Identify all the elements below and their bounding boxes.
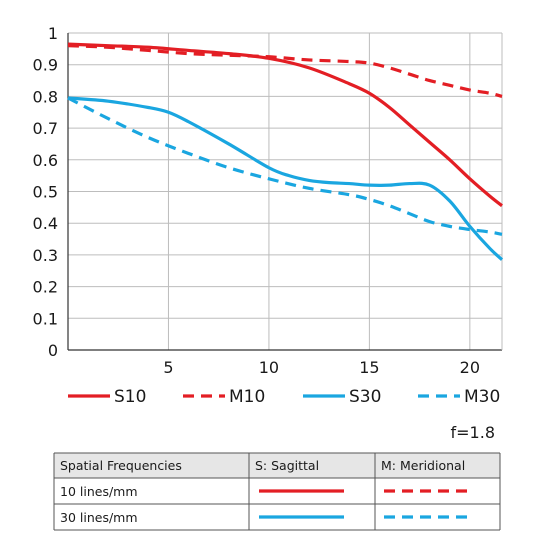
table-header-cell: M: Meridional xyxy=(381,458,465,473)
y-tick-label: 0 xyxy=(48,341,58,360)
y-tick-label: 1 xyxy=(48,24,58,43)
legend-label-m30: M30 xyxy=(464,387,500,407)
y-tick-label: 0.1 xyxy=(33,309,58,328)
y-tick-label: 0.7 xyxy=(33,119,58,138)
legend-label-s30: S30 xyxy=(349,387,381,407)
y-tick-label: 0.9 xyxy=(33,56,58,75)
series-line-m30 xyxy=(67,96,503,236)
tick-label-layer: 00.10.20.30.40.50.60.70.80.915 10 15 20 xyxy=(33,24,480,377)
table-header-cell: S: Sagittal xyxy=(255,458,319,473)
legend: S10 M10 S30 M30 xyxy=(68,387,500,407)
table-row-label: 30 lines/mm xyxy=(60,510,138,525)
y-tick-label: 0.6 xyxy=(33,151,58,170)
series-layer xyxy=(67,42,504,261)
series-line-m10 xyxy=(67,44,503,98)
x-tick-label: 20 xyxy=(460,358,480,377)
table-header-bg xyxy=(54,453,500,478)
x-tick-label: 15 xyxy=(359,358,379,377)
y-tick-label: 0.3 xyxy=(33,246,58,265)
x-tick-label: 5 xyxy=(163,358,173,377)
table-header-cell: Spatial Frequencies xyxy=(60,458,182,473)
x-tick-label: 10 xyxy=(259,358,279,377)
grid-layer xyxy=(68,32,502,350)
legend-label-m10: M10 xyxy=(229,387,265,407)
y-tick-label: 0.5 xyxy=(33,183,58,202)
series-line-s10 xyxy=(67,42,503,208)
table-row-label: 10 lines/mm xyxy=(60,484,138,499)
y-tick-label: 0.2 xyxy=(33,278,58,297)
y-tick-label: 0.8 xyxy=(33,87,58,106)
y-tick-label: 0.4 xyxy=(33,214,58,233)
frequency-table: Spatial Frequencies S: Sagittal M: Meridio… xyxy=(53,452,501,531)
legend-label-s10: S10 xyxy=(114,387,146,407)
aperture-label: f=1.8 xyxy=(451,423,495,442)
series-line-s30 xyxy=(67,96,504,261)
axis-layer xyxy=(67,33,503,351)
